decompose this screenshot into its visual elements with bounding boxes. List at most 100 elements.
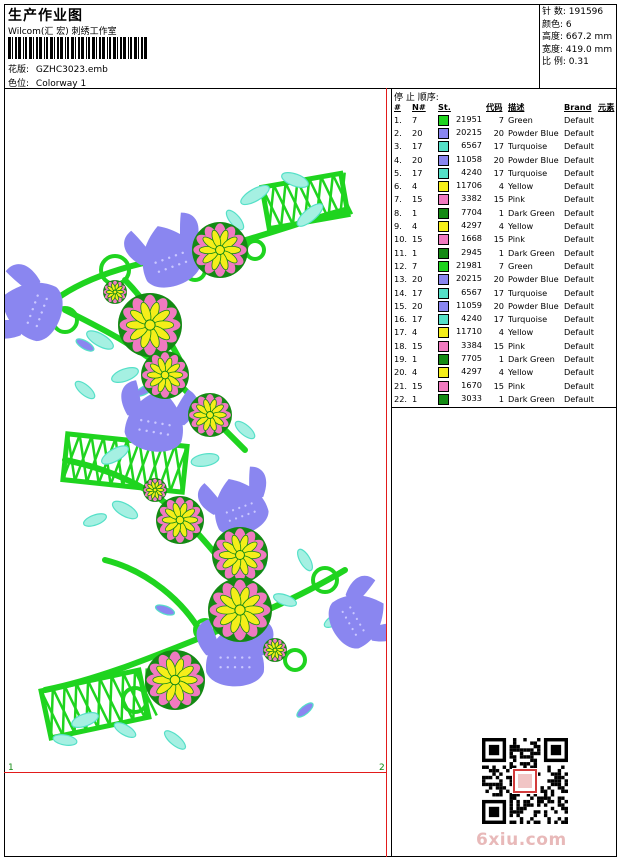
row-needle: 20 [412,154,423,165]
qr-module [564,806,568,811]
qr-module [495,782,500,787]
row-stitches: 21981 [436,259,484,272]
row-element [596,166,616,179]
qr-module [543,789,548,794]
flower-center [169,674,181,686]
qr-module [509,779,513,783]
barcode-bar [81,37,84,59]
qr-module [516,813,520,818]
qr-module [512,796,517,800]
qr-module [519,762,524,766]
barcode-bar [65,37,66,59]
bottom-lattice-band [38,667,158,741]
qr-module [509,796,513,800]
pattern-label: 花版: [8,65,30,75]
qr-module [495,775,500,780]
table-header-row: # N# St. 代码 描述 Brand 元素 [392,100,616,113]
row-index: 9. [394,221,402,232]
tulip-dot [344,616,348,619]
color-swatch [438,340,449,352]
qr-module [561,765,565,769]
tulip-dot [164,268,167,271]
tulip-dot [351,627,354,631]
row-needle: 1 [412,393,418,404]
qr-module [530,765,534,769]
qr-module [547,799,551,804]
color-swatch [438,287,449,299]
row-description: Pink [508,340,525,351]
row-stitches: 11706 [436,179,484,193]
row-code: 20 [493,127,504,138]
qr-module [561,789,565,794]
qr-module [530,741,534,745]
row-element [596,392,616,405]
color-swatch [438,181,449,193]
color-swatch [438,194,449,206]
row-code: 20 [493,154,504,165]
barcode-bar [138,37,139,59]
row-description: Pink [508,380,525,391]
row-needle: 4 [412,181,418,192]
qr-module [564,817,568,821]
qr-module [526,755,531,759]
qr-module [499,793,503,797]
turquoise-leaf [163,730,187,750]
qr-module [530,751,534,756]
barcode-bar [123,37,126,59]
qr-module [533,762,538,766]
row-stitches: 20215 [436,273,484,286]
qr-module [564,782,568,787]
color-swatch [438,154,449,166]
tulip-dot [35,324,39,328]
col-brand: Brand [564,101,592,112]
turquoise-leaf [190,453,220,467]
color-sequence-table: # N# St. 代码 描述 Brand 元素 1. 7 21951 7 Green De… [392,100,616,406]
row-element [596,233,616,246]
row-element [596,312,616,325]
lattice-bar [108,675,113,726]
qr-module [509,799,513,804]
qr-module [499,782,503,787]
qr-module [512,755,517,759]
qr-finder-core [488,744,500,756]
row-element [596,219,616,232]
qr-module [485,775,489,780]
row-brand: Default [564,300,594,311]
qr-module [526,799,531,804]
turquoise-leaf [113,722,137,738]
qr-module [533,820,538,824]
barcode [8,37,147,59]
daisy-bud-top [103,280,127,304]
turquoise-leaf [296,203,324,227]
qr-module [495,793,500,797]
row-code: 4 [498,367,504,378]
tulip-dot [147,420,150,423]
row-needle: 4 [412,367,418,378]
color-swatch [438,207,449,219]
qr-module [533,813,538,818]
row-stitches: 2945 [436,246,484,259]
lattice-frame [38,667,152,741]
lattice-bar [279,182,287,227]
row-stitches: 4297 [436,366,484,379]
row-index: 6. [394,181,402,192]
row-needle: 17 [412,287,423,298]
color-row: 4. 20 11058 20 Powder Blue Default [392,153,616,166]
table-bottom-divider [391,407,617,408]
qr-module [550,806,555,811]
row-code: 17 [493,287,504,298]
turquoise-leaf [272,593,298,607]
qr-module [530,748,534,752]
row-code: 17 [493,141,504,152]
tulip-dot [40,311,43,314]
tulip-petal [345,575,376,609]
color-row: 6. 4 11706 4 Yellow Default [392,179,616,193]
row-description: Powder Blue [508,127,559,138]
pattern-file-row: 花版: GZHC3023.emb [8,62,108,75]
row-stitches: 20215 [436,126,484,139]
row-index: 19. [394,353,408,364]
row-description: Yellow [508,327,534,338]
row-stitches: 4240 [436,312,484,326]
qr-module [499,779,503,783]
row-element [596,352,616,365]
